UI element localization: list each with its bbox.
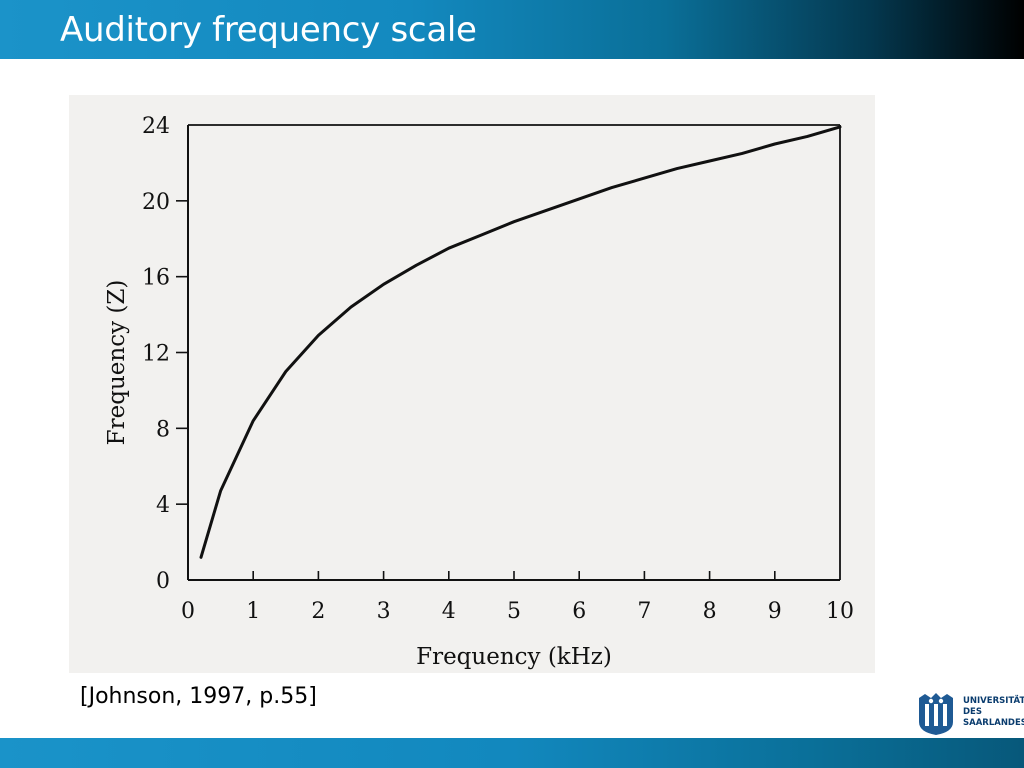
university-logo: UNIVERSITÄT DES SAARLANDES	[915, 692, 1024, 736]
x-axis-label: Frequency (kHz)	[416, 644, 612, 670]
x-tick-label: 8	[703, 599, 717, 624]
x-tick-label: 5	[507, 599, 521, 624]
x-tick-label: 4	[442, 599, 456, 624]
y-tick-label: 0	[156, 569, 170, 594]
x-tick-label: 10	[826, 599, 854, 624]
y-axis-label: Frequency (Z)	[104, 280, 130, 446]
owl-crest-icon	[919, 693, 953, 735]
chart-figure: 0 1 2 3 4 5 6 7 8 9 10 0 4 8 12 16 20 24 Frequency (kHz) Fr…	[69, 95, 875, 673]
series-line	[199, 125, 842, 559]
logo-line: DES	[963, 707, 982, 717]
y-tick-label: 8	[156, 417, 170, 442]
y-tick-label: 20	[142, 190, 170, 215]
y-tick-label: 4	[156, 493, 170, 518]
footer-bar	[0, 738, 1024, 768]
title-bar: Auditory frequency scale	[0, 0, 1024, 59]
y-tick-label: 24	[142, 114, 170, 139]
x-tick-label: 2	[311, 599, 325, 624]
citation: [Johnson, 1997, p.55]	[80, 684, 317, 709]
x-tick-label: 7	[637, 599, 651, 624]
x-tick-label: 3	[377, 599, 391, 624]
logo-line: UNIVERSITÄT	[963, 696, 1024, 706]
x-tick-label: 9	[768, 599, 782, 624]
x-tick-label: 1	[246, 599, 260, 624]
x-tick-label: 0	[181, 599, 195, 624]
logo-text: UNIVERSITÄT DES SAARLANDES	[963, 696, 1024, 729]
x-tick-label: 6	[572, 599, 586, 624]
slide-title: Auditory frequency scale	[60, 10, 477, 50]
logo-line: SAARLANDES	[963, 718, 1024, 728]
y-tick-label: 12	[142, 342, 170, 367]
y-tick-label: 16	[142, 266, 170, 291]
